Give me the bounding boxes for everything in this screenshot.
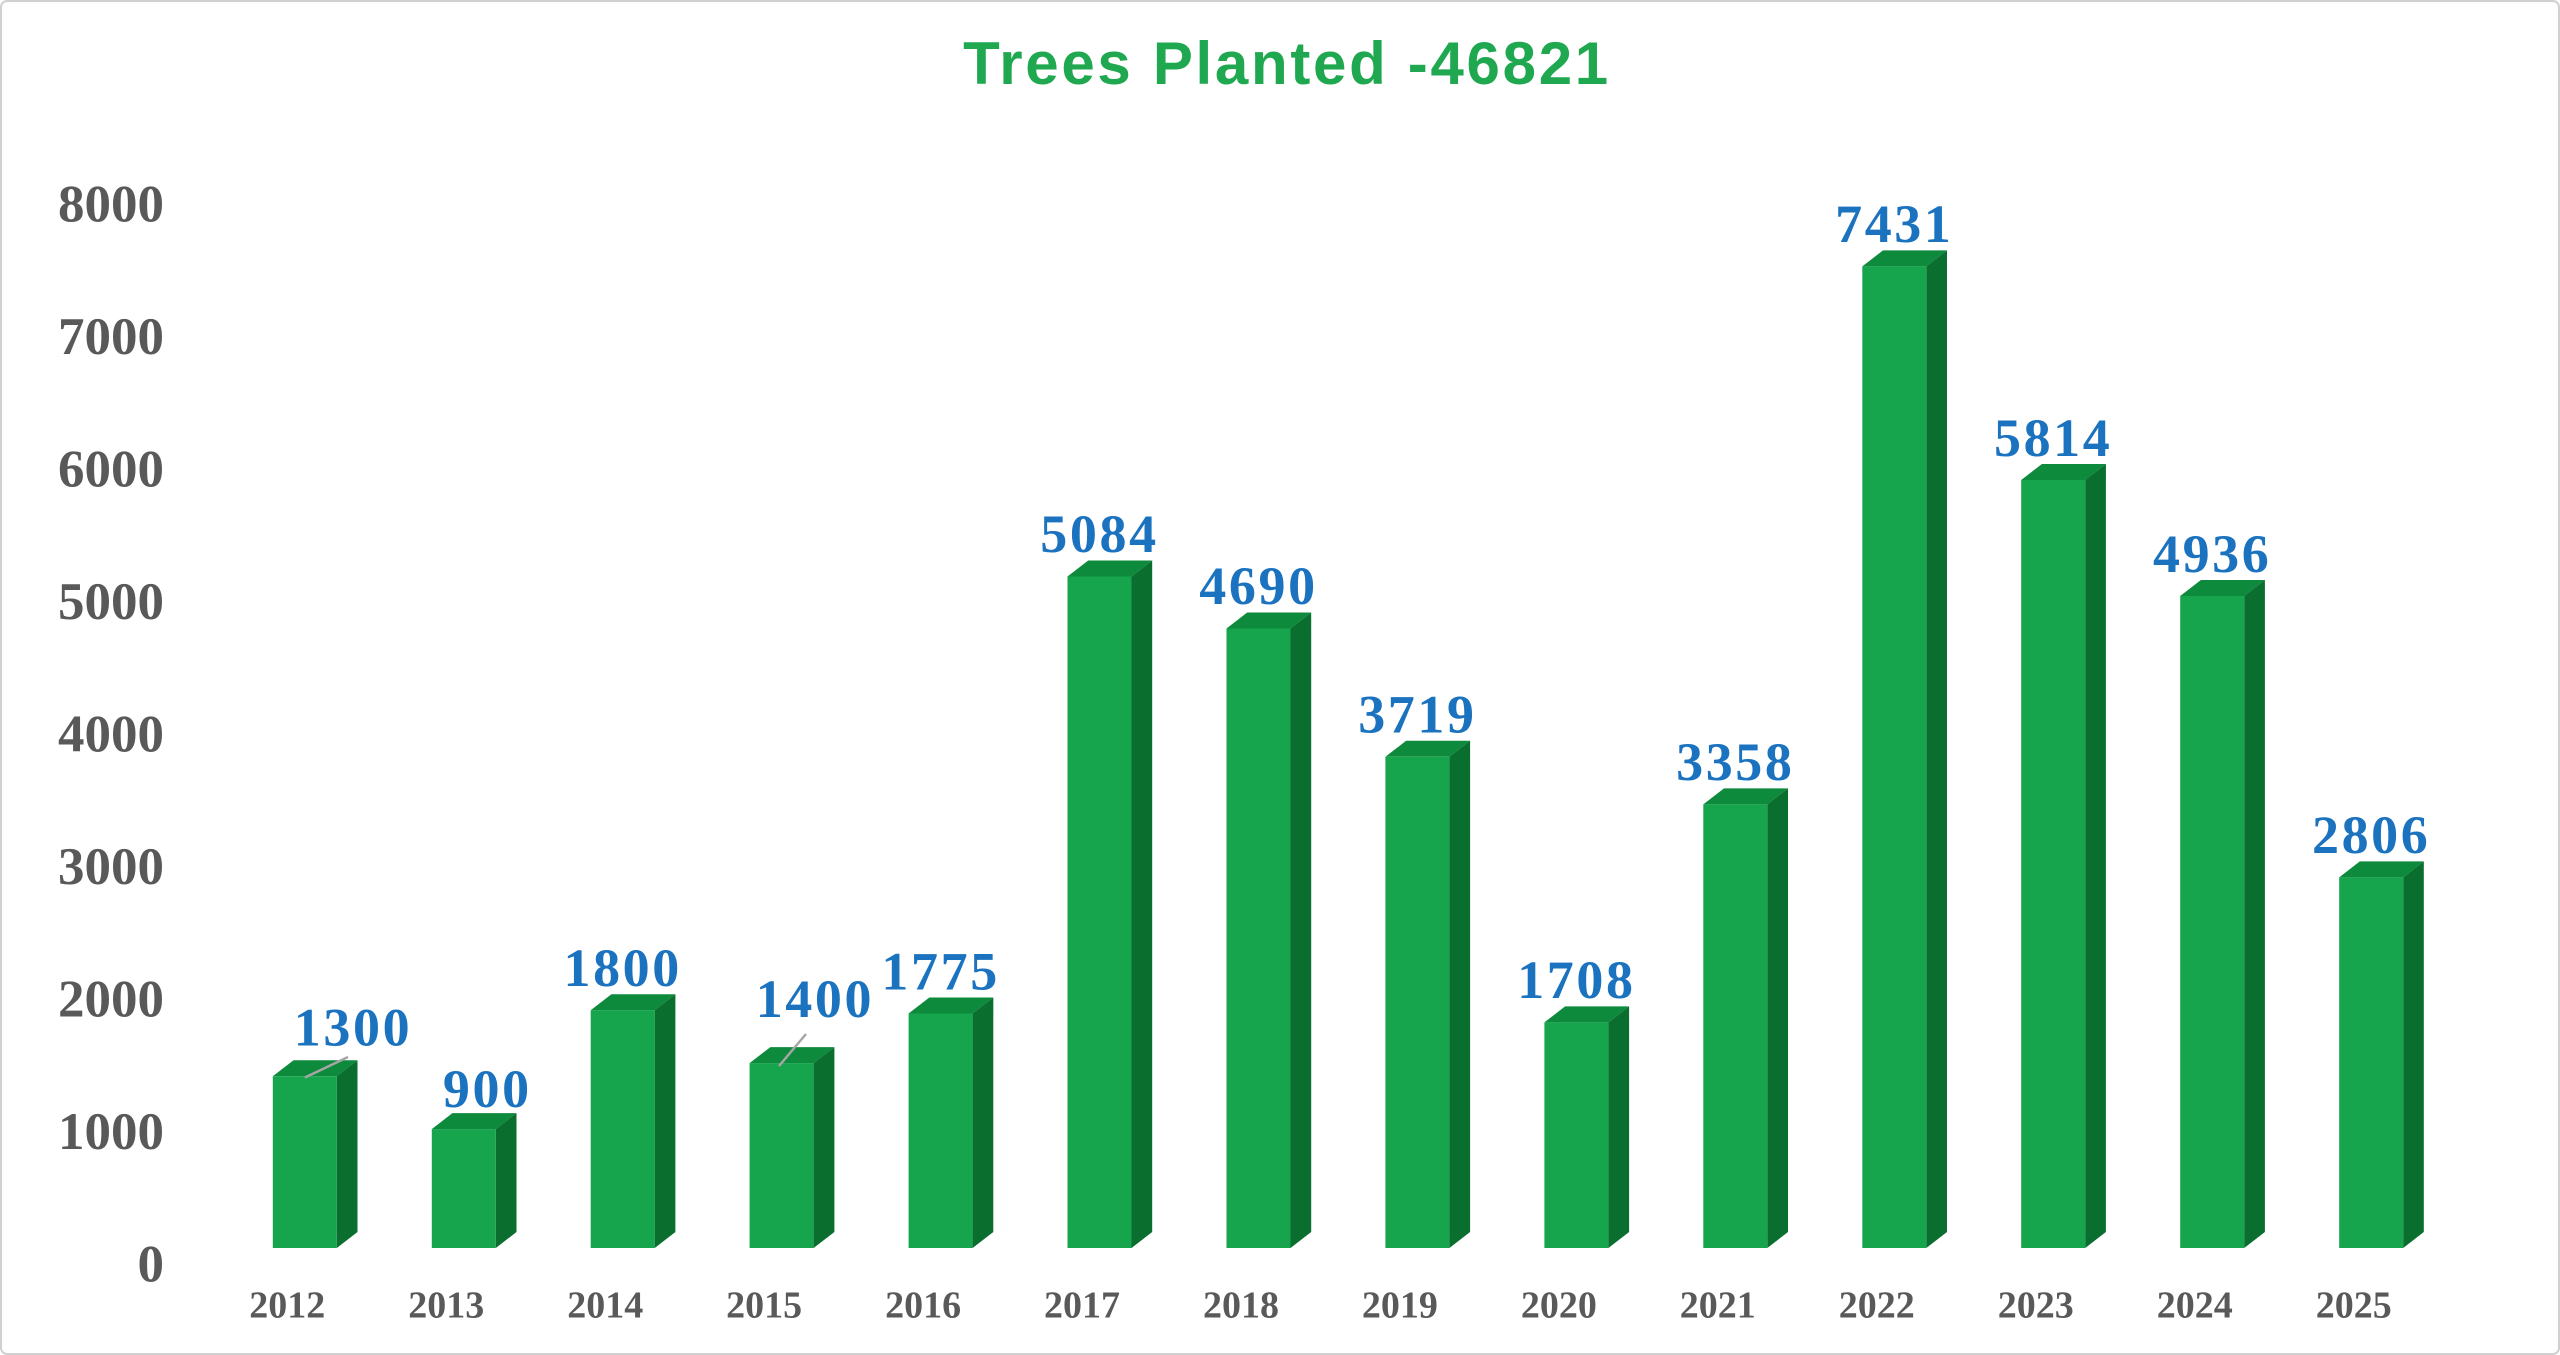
svg-text:2021: 2021: [1680, 1285, 1756, 1327]
svg-text:2019: 2019: [1362, 1285, 1438, 1327]
svg-text:5000: 5000: [58, 573, 164, 631]
svg-text:4936: 4936: [2153, 524, 2271, 584]
svg-text:2016: 2016: [885, 1285, 961, 1327]
svg-text:2024: 2024: [2157, 1285, 2233, 1327]
svg-text:4690: 4690: [1199, 556, 1317, 616]
svg-text:5814: 5814: [1994, 408, 2112, 468]
svg-text:2013: 2013: [408, 1285, 484, 1327]
svg-text:6000: 6000: [58, 440, 164, 498]
svg-text:2014: 2014: [567, 1285, 643, 1327]
svg-text:1775: 1775: [881, 941, 999, 1001]
svg-text:4000: 4000: [58, 705, 164, 763]
svg-text:2015: 2015: [726, 1285, 802, 1327]
svg-text:7431: 7431: [1835, 194, 1953, 254]
svg-text:Trees Planted -46821: Trees Planted -46821: [963, 30, 1611, 97]
svg-text:3719: 3719: [1358, 685, 1476, 745]
svg-text:1300: 1300: [294, 998, 412, 1058]
svg-text:7000: 7000: [58, 308, 164, 366]
svg-text:8000: 8000: [58, 175, 164, 233]
svg-text:2000: 2000: [58, 970, 164, 1028]
svg-text:2025: 2025: [2316, 1285, 2392, 1327]
svg-text:0: 0: [138, 1235, 165, 1293]
svg-text:1708: 1708: [1517, 950, 1635, 1010]
svg-text:2806: 2806: [2312, 805, 2430, 865]
svg-text:2017: 2017: [1044, 1285, 1120, 1327]
svg-text:2023: 2023: [1998, 1285, 2074, 1327]
svg-text:3358: 3358: [1676, 732, 1794, 792]
svg-text:2012: 2012: [249, 1285, 325, 1327]
svg-text:5084: 5084: [1040, 504, 1158, 564]
svg-text:2020: 2020: [1521, 1285, 1597, 1327]
svg-text:1400: 1400: [756, 969, 874, 1029]
svg-text:3000: 3000: [58, 838, 164, 896]
svg-text:900: 900: [443, 1059, 532, 1119]
svg-text:2022: 2022: [1839, 1285, 1915, 1327]
svg-text:2018: 2018: [1203, 1285, 1279, 1327]
svg-text:1000: 1000: [58, 1103, 164, 1161]
svg-text:1800: 1800: [563, 938, 681, 998]
